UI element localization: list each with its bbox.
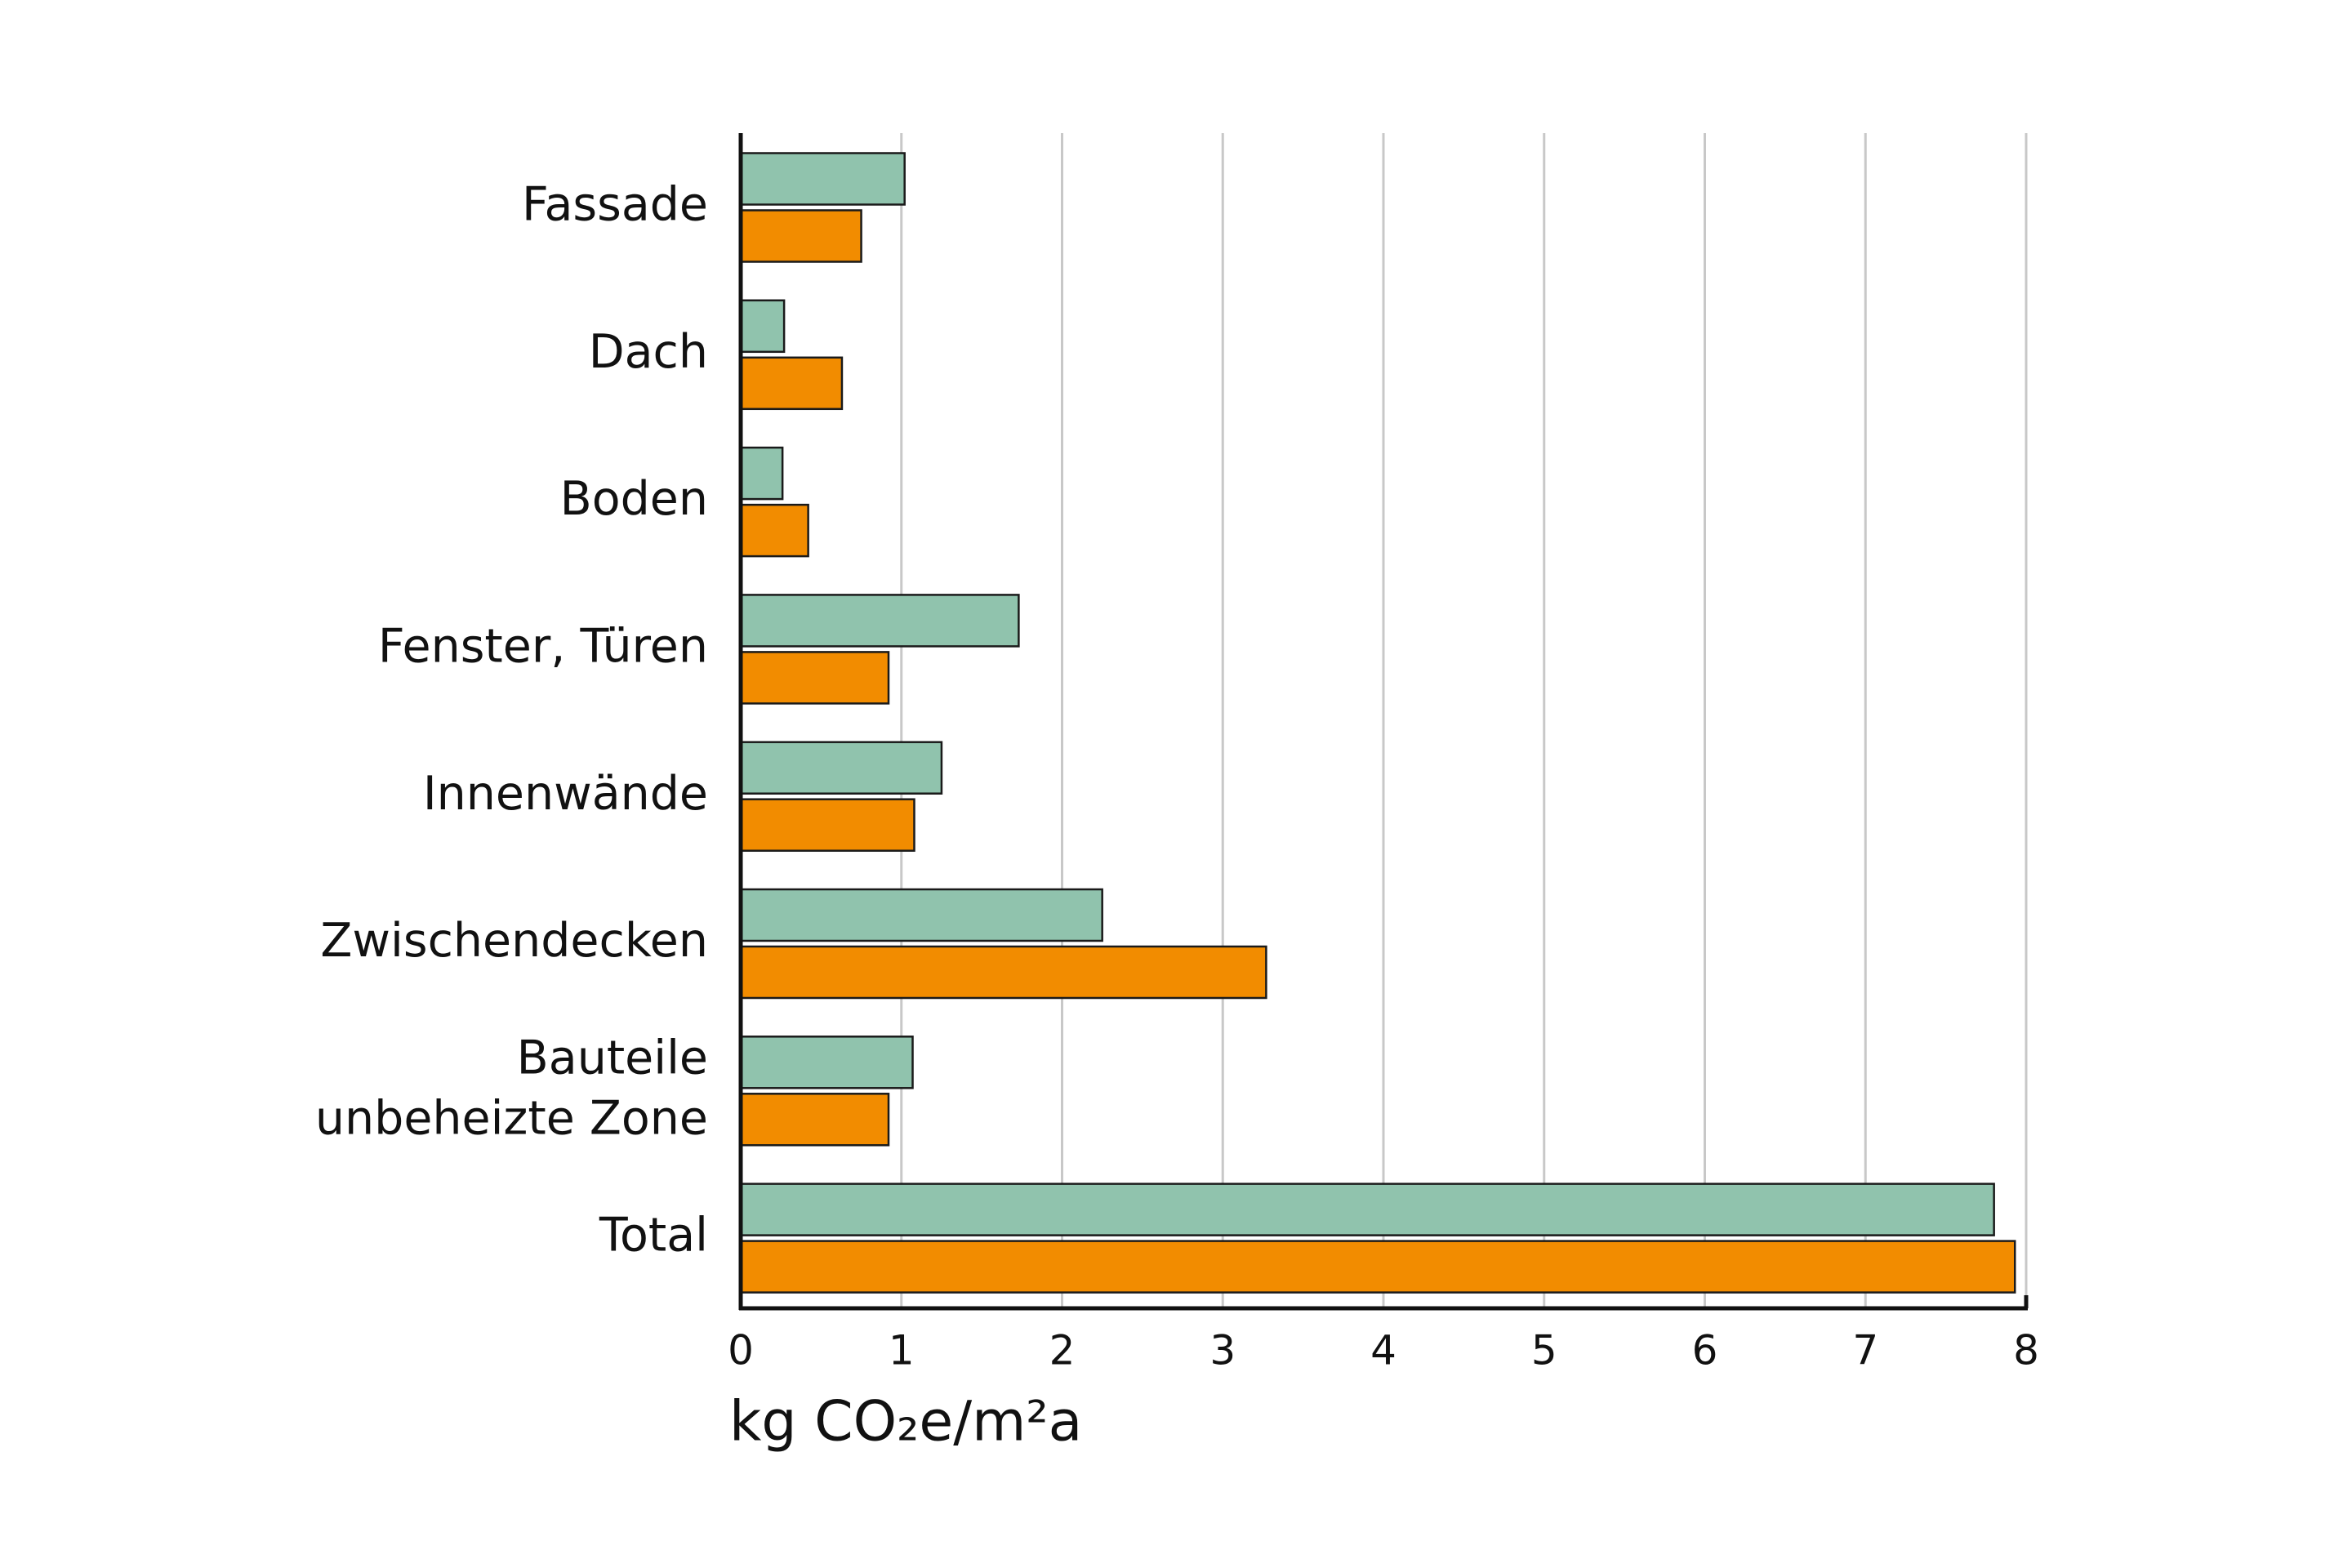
x-tick-label: 8 [2013,1327,2039,1374]
bar [739,299,786,354]
bar [739,1093,890,1147]
x-tick-label: 4 [1370,1327,1396,1374]
bar [739,503,809,558]
bar [739,1036,914,1089]
bar [739,1183,1995,1236]
bar [739,594,1020,648]
bar [739,356,844,411]
x-tick-label: 0 [728,1327,754,1374]
x-tick-label: 3 [1209,1327,1236,1374]
x-tick-label: 5 [1531,1327,1557,1374]
y-tick-label: Total [599,1209,708,1263]
x-axis-label: kg CO₂e/m²a [729,1390,1082,1454]
bar [739,945,1267,1000]
bar [739,888,1103,942]
x-tick-label: 2 [1049,1327,1076,1374]
bar [739,446,784,501]
x-tick-label: 7 [1852,1327,1878,1374]
y-tick-label: Innenwände [423,767,708,821]
y-tick-label: Fenster, Türen [378,620,708,674]
x-tick-label: 6 [1692,1327,1718,1374]
x-tick-label: 1 [889,1327,915,1374]
y-tick-label: unbeheizte Zone [315,1091,708,1145]
bar [739,741,943,795]
bar [739,798,915,852]
y-tick-label: Dach [589,325,708,379]
bar [739,651,890,705]
y-tick-label: Bauteile [517,1031,708,1085]
bar [739,152,906,206]
y-tick-label: Fassade [522,178,708,232]
bar [739,1240,2016,1294]
bar [739,209,862,263]
y-tick-label: Boden [560,472,708,526]
y-tick-label: Zwischendecken [320,914,708,968]
